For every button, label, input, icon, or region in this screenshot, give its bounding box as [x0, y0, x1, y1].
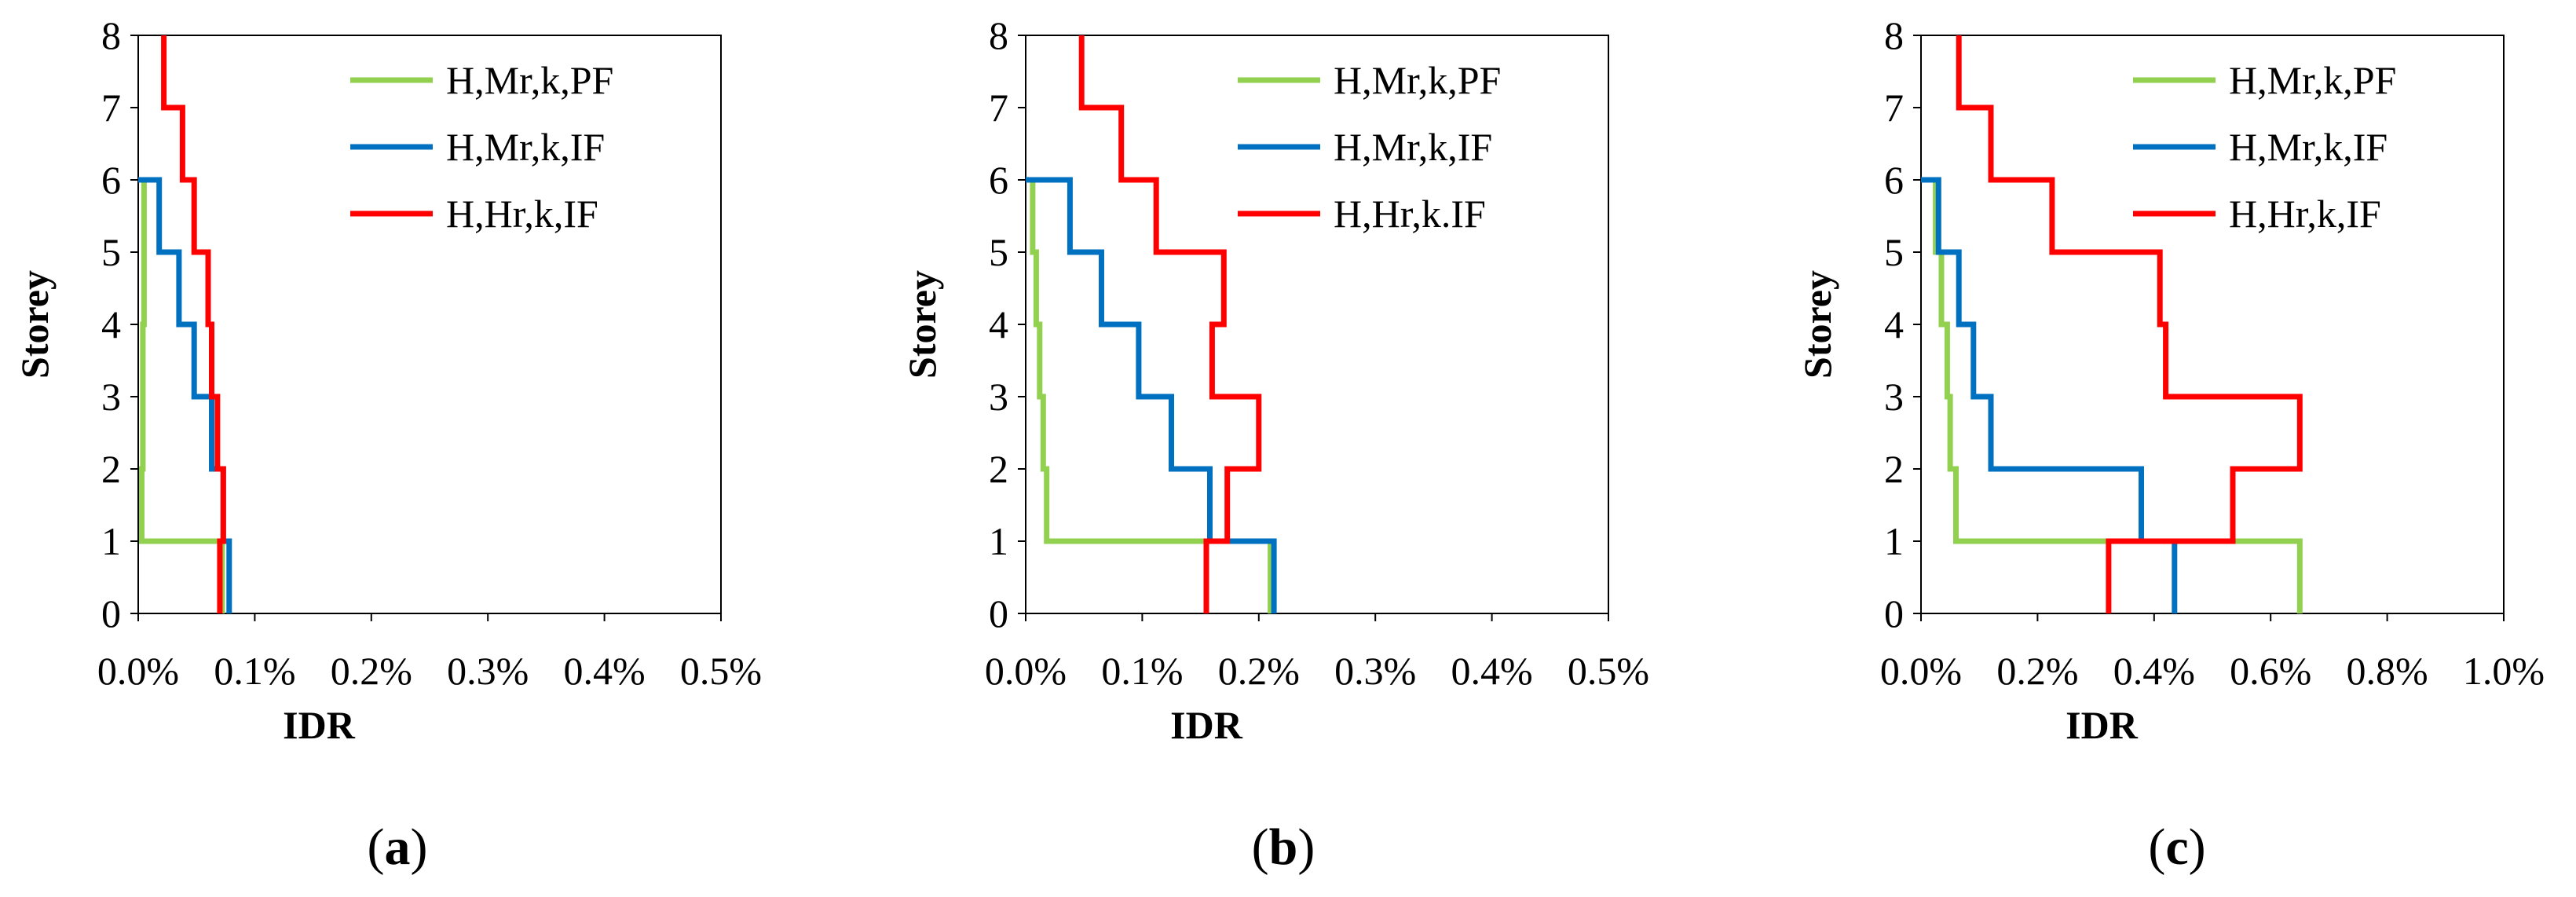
y-tick-label: 7 — [1884, 86, 1904, 130]
panel-label: a — [385, 818, 411, 876]
y-tick-label: 2 — [1884, 447, 1904, 491]
chart-panel-a: 0 1 2 3 4 5 6 7 8 0.0% 0.1% 0.2% 0.3% 0.4% 0.5% IDR Stor… — [13, 13, 762, 876]
legend-entry: H,Hr,k,IF — [446, 192, 598, 236]
series-line-1 — [1921, 177, 2303, 613]
y-tick-label: 2 — [101, 447, 121, 491]
x-tick-label: 0.6% — [2230, 649, 2311, 693]
x-axis-title: IDR — [2066, 703, 2139, 747]
y-tick-label: 4 — [1884, 302, 1904, 346]
x-tick-label: 0.4% — [564, 649, 646, 693]
y-tick-label: 0 — [1884, 591, 1904, 635]
x-tick-label: 0.0% — [97, 649, 179, 693]
series-line-3 — [1956, 35, 2303, 613]
y-tick-label: 7 — [101, 86, 121, 130]
x-tick-label: 0.0% — [985, 649, 1067, 693]
y-tick-label: 5 — [101, 230, 121, 274]
legend-entry: H,Mr,k,PF — [1334, 58, 1501, 102]
y-tick-label: 0 — [989, 591, 1008, 635]
legend-entry: H,Mr,k,IF — [2229, 125, 2388, 169]
chart-panel-b: 0 1 2 3 4 5 6 7 8 0.0% 0.1% 0.2% 0.3% 0.4% 0.5% IDR Stor… — [900, 13, 1649, 876]
legend-entry: H,Mr,k,IF — [446, 125, 605, 169]
y-tick-label: 3 — [1884, 375, 1904, 419]
legend-entry: H,Hr,k,IF — [2229, 192, 2381, 236]
x-axis-title: IDR — [1170, 703, 1243, 747]
y-axis-title: Storey — [1795, 270, 1839, 379]
x-tick-label: 0.4% — [2113, 649, 2195, 693]
x-axis-title: IDR — [283, 703, 356, 747]
y-tick-label: 8 — [1884, 13, 1904, 57]
legend-entry: H,Mr,k,IF — [1334, 125, 1492, 169]
plot-area-frame — [1920, 35, 2505, 614]
chart-panel-c: 0 1 2 3 4 5 6 7 8 0.0% 0.2% 0.4% 0.6% 0.8% 1.0% IDR Stor… — [1795, 13, 2545, 876]
panel-label: b — [1269, 818, 1298, 876]
y-tick-label: 6 — [1884, 158, 1904, 202]
x-tick-label: 0.8% — [2347, 649, 2428, 693]
x-tick-label: 0.5% — [680, 649, 762, 693]
y-tick-label: 5 — [1884, 230, 1904, 274]
x-tick-label: 0.2% — [331, 649, 412, 693]
x-tick-label: 0.3% — [1334, 649, 1416, 693]
series-line-3 — [1078, 35, 1262, 613]
panel-caption: (c) — [2148, 818, 2205, 876]
y-tick-label: 5 — [989, 230, 1008, 274]
y-axis-title: Storey — [900, 270, 944, 379]
panel-label: c — [2165, 818, 2188, 876]
x-tick-label: 0.1% — [214, 649, 295, 693]
x-tick-label: 0.5% — [1568, 649, 1649, 693]
y-tick-label: 1 — [1884, 519, 1904, 563]
panel-caption: (b) — [1252, 818, 1315, 876]
x-tick-label: 1.0% — [2463, 649, 2545, 693]
legend-entry: H,Mr,k,PF — [2229, 58, 2396, 102]
x-tick-label: 0.4% — [1451, 649, 1533, 693]
y-tick-label: 3 — [989, 375, 1008, 419]
y-tick-label: 7 — [989, 86, 1008, 130]
y-tick-label: 6 — [101, 158, 121, 202]
x-tick-label: 0.3% — [447, 649, 529, 693]
series-line-1 — [1026, 177, 1274, 613]
y-tick-label: 6 — [989, 158, 1008, 202]
y-tick-label: 4 — [101, 302, 121, 346]
x-tick-label: 0.2% — [1996, 649, 2078, 693]
x-tick-label: 0.1% — [1101, 649, 1183, 693]
panel-caption: (a) — [368, 818, 428, 876]
y-tick-label: 4 — [989, 302, 1008, 346]
y-tick-label: 8 — [101, 13, 121, 57]
series-line-1 — [138, 177, 225, 613]
y-tick-label: 2 — [989, 447, 1008, 491]
y-tick-label: 3 — [101, 375, 121, 419]
series-line-2 — [1921, 177, 2178, 613]
y-tick-label: 8 — [989, 13, 1008, 57]
series-line-3 — [161, 35, 226, 613]
y-tick-label: 1 — [101, 519, 121, 563]
legend-entry: H,Mr,k,PF — [446, 58, 613, 102]
y-tick-label: 1 — [989, 519, 1008, 563]
x-tick-label: 0.0% — [1880, 649, 1962, 693]
legend-entry: H,Hr,k.IF — [1334, 192, 1486, 236]
x-tick-label: 0.2% — [1218, 649, 1300, 693]
y-axis-title: Storey — [13, 270, 57, 379]
y-tick-label: 0 — [101, 591, 121, 635]
